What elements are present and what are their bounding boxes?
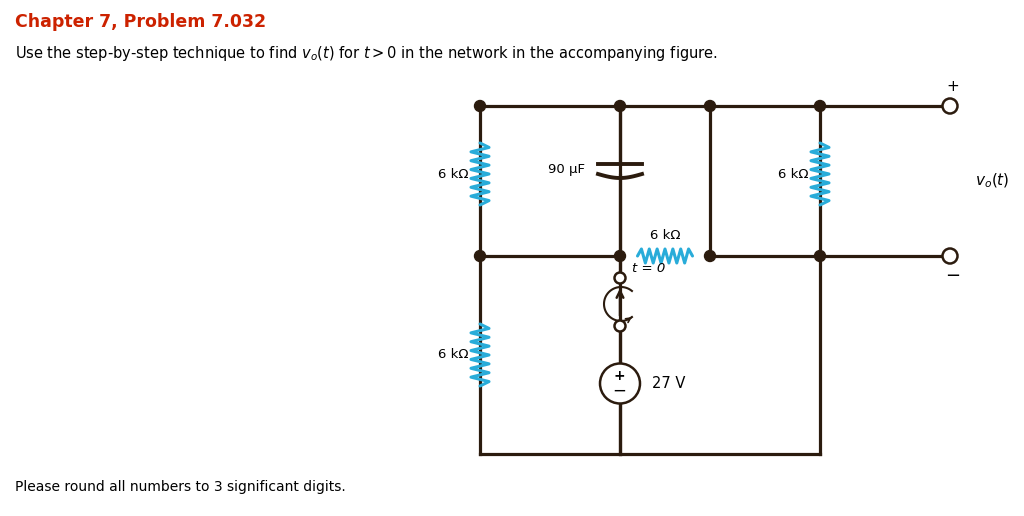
Circle shape [814,250,825,262]
Text: −: − [945,267,961,285]
Circle shape [614,250,626,262]
Text: +: + [613,369,625,383]
Text: 27 V: 27 V [652,376,685,391]
Text: 6 kΩ: 6 kΩ [437,168,468,181]
Text: 90 μF: 90 μF [548,163,585,175]
Circle shape [705,101,716,111]
Circle shape [600,363,640,404]
Text: Please round all numbers to 3 significant digits.: Please round all numbers to 3 significan… [15,480,346,494]
Text: t = 0: t = 0 [632,262,666,275]
Circle shape [614,320,626,331]
Circle shape [705,250,716,262]
Circle shape [614,101,626,111]
Circle shape [474,250,485,262]
Circle shape [614,272,626,283]
Text: −: − [612,382,626,400]
Text: Use the step-by-step technique to find $v_o(t)$ for $t > 0$ in the network in th: Use the step-by-step technique to find $… [15,44,718,63]
Circle shape [474,101,485,111]
Text: $v_o(t)$: $v_o(t)$ [975,172,1010,190]
Text: Chapter 7, Problem 7.032: Chapter 7, Problem 7.032 [15,13,266,31]
Text: 6 kΩ: 6 kΩ [437,348,468,362]
Text: +: + [946,78,959,93]
Circle shape [942,249,957,264]
Text: 6 kΩ: 6 kΩ [650,229,680,242]
Circle shape [814,101,825,111]
Text: 6 kΩ: 6 kΩ [777,168,808,181]
Circle shape [942,99,957,114]
